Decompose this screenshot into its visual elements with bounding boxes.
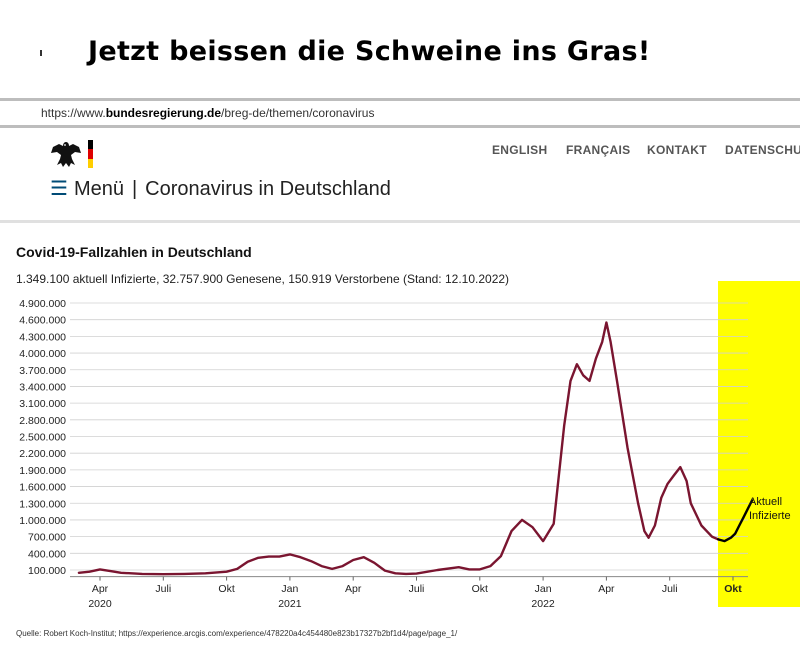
y-tick-label: 4.000.000 — [19, 348, 66, 360]
header-divider — [0, 220, 800, 223]
x-tick-label: Jan — [281, 583, 298, 595]
section-title: Coronavirus in Deutschland — [145, 178, 391, 200]
flag-gold-stripe — [88, 158, 93, 168]
nav-link-kontakt[interactable]: KONTAKT — [647, 143, 707, 157]
y-tick-label: 1.300.000 — [19, 498, 66, 510]
y-tick-label: 1.900.000 — [19, 465, 66, 477]
hamburger-menu-icon[interactable]: ☰ — [50, 178, 68, 200]
x-tick-label: Jan — [535, 583, 552, 595]
y-tick-label: 700.000 — [28, 532, 66, 544]
y-tick-label: 4.300.000 — [19, 331, 66, 343]
x-tick-year: 2022 — [531, 598, 555, 610]
german-flag-icon — [88, 140, 93, 168]
stray-mark — [40, 50, 42, 56]
y-tick-label: 4.600.000 — [19, 315, 66, 327]
y-tick-label: 2.500.000 — [19, 432, 66, 444]
y-tick-label: 3.400.000 — [19, 381, 66, 393]
address-bar[interactable]: https://www.bundesregierung.de/breg-de/t… — [0, 98, 800, 128]
nav-link-english[interactable]: ENGLISH — [492, 143, 548, 157]
x-tick-label: Apr — [92, 583, 109, 595]
nav-link-datenschutz[interactable]: DATENSCHUTZ — [725, 143, 800, 157]
menu-label[interactable]: Menü — [73, 178, 124, 200]
federal-eagle-logo[interactable] — [49, 139, 83, 169]
chart-title: Covid-19-Fallzahlen in Deutschland — [16, 244, 252, 260]
meme-headline: Jetzt beissen die Schweine ins Gras! — [88, 36, 651, 67]
flag-red-stripe — [88, 149, 93, 159]
nav-link-francais[interactable]: FRANÇAIS — [566, 143, 631, 157]
y-tick-label: 2.800.000 — [19, 415, 66, 427]
y-tick-label: 3.700.000 — [19, 365, 66, 377]
x-tick-year: 2020 — [88, 598, 112, 610]
series-line-infected — [77, 321, 720, 576]
x-tick-label: Apr — [598, 583, 615, 595]
x-tick-label: Juli — [155, 583, 171, 595]
annotation-label: Aktuell — [749, 496, 782, 508]
chart-subtitle: 1.349.100 aktuell Infizierte, 32.757.900… — [16, 272, 510, 286]
y-tick-label: 4.900.000 — [19, 298, 66, 310]
x-tick-label: Apr — [345, 583, 362, 595]
y-tick-label: 3.100.000 — [19, 398, 66, 410]
covid-line-chart: 100.000 400.000 700.000 1.000.000 1.300.000 1… — [19, 298, 791, 610]
flag-black-stripe — [88, 140, 93, 150]
y-tick-label: 2.200.000 — [19, 448, 66, 460]
x-tick-year: 2021 — [278, 598, 302, 610]
menu-separator: | — [131, 178, 138, 200]
source-note: Quelle: Robert Koch-Institut; https://ex… — [16, 629, 458, 638]
y-tick-label: 400.000 — [28, 548, 66, 560]
series-line-current — [717, 499, 754, 543]
x-tick-label: Okt — [724, 583, 742, 595]
x-tick-label: Juli — [662, 583, 678, 595]
y-tick-label: 100.000 — [28, 565, 66, 577]
yellow-highlight-box — [718, 281, 800, 607]
annotation-label: Infizierte — [749, 510, 791, 522]
x-tick-label: Okt — [472, 583, 488, 595]
y-tick-label: 1.000.000 — [19, 515, 66, 527]
menu-row: ☰ Menü | Coronavirus in Deutschland — [50, 176, 391, 201]
url-text: https://www.bundesregierung.de/breg-de/t… — [41, 106, 375, 120]
x-tick-label: Juli — [409, 583, 425, 595]
y-tick-label: 1.600.000 — [19, 482, 66, 494]
x-tick-label: Okt — [218, 583, 234, 595]
